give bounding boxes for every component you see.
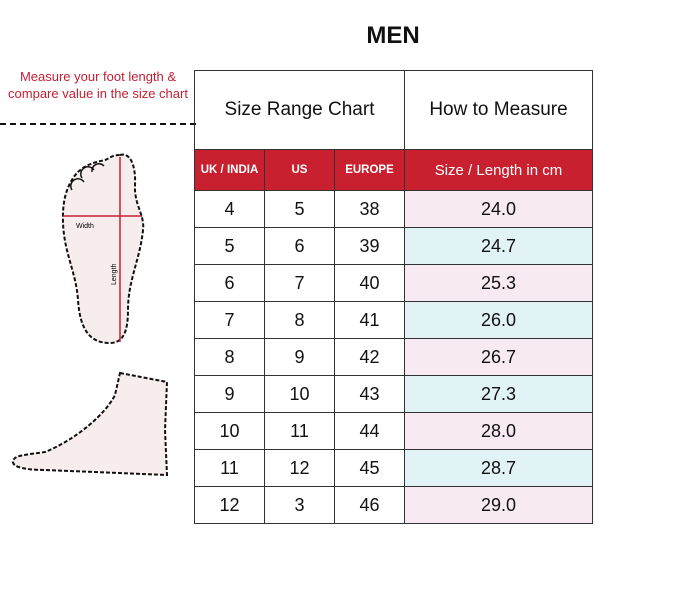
table-row: 10 11 44 28.0 [194,412,593,450]
uk-size-cell: 7 [194,301,265,339]
table-row: 5 6 39 24.7 [194,227,593,265]
uk-size-cell: 4 [194,190,265,228]
how-to-measure-header: How to Measure [404,70,593,150]
us-size-cell: 9 [264,338,335,376]
size-table: Size Range Chart How to Measure UK / IND… [194,70,593,524]
foot-side-illustration [11,371,169,477]
us-size-cell: 12 [264,449,335,487]
uk-size-cell: 6 [194,264,265,302]
us-size-cell: 6 [264,227,335,265]
length-label: Length [111,263,118,285]
col-europe: EUROPE [334,149,405,191]
table-row: 12 3 46 29.0 [194,486,593,524]
us-size-cell: 7 [264,264,335,302]
page-title: MEN [366,22,420,49]
uk-size-cell: 5 [194,227,265,265]
table-row: 8 9 42 26.7 [194,338,593,376]
europe-size-cell: 41 [334,301,405,339]
us-size-cell: 11 [264,412,335,450]
us-size-cell: 3 [264,486,335,524]
europe-size-cell: 44 [334,412,405,450]
col-uk-india: UK / INDIA [194,149,265,191]
length-cm-cell: 25.3 [404,264,593,302]
uk-size-cell: 9 [194,375,265,413]
europe-size-cell: 39 [334,227,405,265]
europe-size-cell: 40 [334,264,405,302]
length-cm-cell: 28.0 [404,412,593,450]
us-size-cell: 5 [264,190,335,228]
us-size-cell: 8 [264,301,335,339]
length-cm-cell: 24.7 [404,227,593,265]
col-us: US [264,149,335,191]
europe-size-cell: 42 [334,338,405,376]
europe-size-cell: 43 [334,375,405,413]
table-row: 6 7 40 25.3 [194,264,593,302]
table-row: 9 10 43 27.3 [194,375,593,413]
uk-size-cell: 8 [194,338,265,376]
europe-size-cell: 46 [334,486,405,524]
europe-size-cell: 45 [334,449,405,487]
length-cm-cell: 26.0 [404,301,593,339]
length-cm-cell: 24.0 [404,190,593,228]
size-range-header: Size Range Chart [194,70,405,150]
width-label: Width [76,223,94,230]
length-cm-cell: 27.3 [404,375,593,413]
uk-size-cell: 12 [194,486,265,524]
length-cm-cell: 26.7 [404,338,593,376]
table-row: 7 8 41 26.0 [194,301,593,339]
europe-size-cell: 38 [334,190,405,228]
length-cm-cell: 29.0 [404,486,593,524]
col-length-cm: Size / Length in cm [404,149,593,191]
table-row: 4 5 38 24.0 [194,190,593,228]
dashed-divider [0,123,196,125]
us-size-cell: 10 [264,375,335,413]
measure-note: Measure your foot length & compare value… [8,69,188,101]
uk-size-cell: 10 [194,412,265,450]
column-header-row: UK / INDIA US EUROPE Size / Length in cm [194,149,593,191]
length-cm-cell: 28.7 [404,449,593,487]
table-row: 11 12 45 28.7 [194,449,593,487]
foot-top-illustration: Width Length [61,153,145,345]
uk-size-cell: 11 [194,449,265,487]
